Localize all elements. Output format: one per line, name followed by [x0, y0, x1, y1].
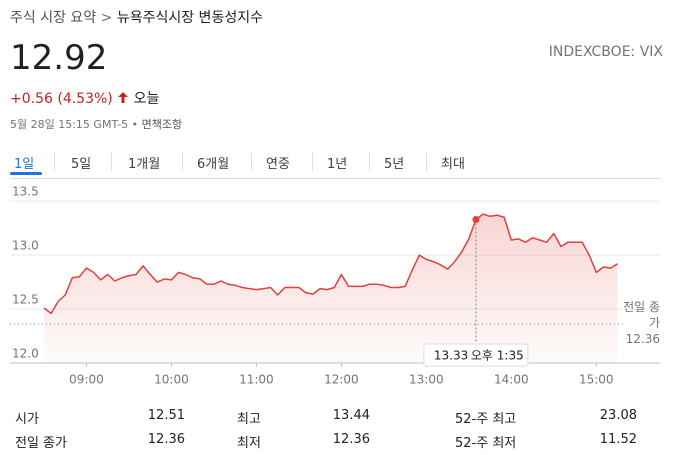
- previous-close-text: 전일 종가: [623, 300, 660, 330]
- x-tick-label: 09:00: [69, 373, 104, 387]
- tab-separator: [251, 153, 252, 171]
- tab-separator: [426, 153, 427, 171]
- change: +0.56 (4.53%): [10, 91, 113, 107]
- line: [43, 213, 618, 315]
- stat-value: 13.44: [332, 408, 370, 423]
- timestamp: 5월 28일 15:15 GMT-5 •: [10, 118, 142, 131]
- y-tick-label: 13.5: [12, 185, 39, 199]
- x-tick-label: 12:00: [324, 373, 359, 387]
- x-tick-label: 15:00: [579, 373, 614, 387]
- range-tab[interactable]: 1일: [14, 157, 35, 172]
- tab-separator: [312, 153, 313, 171]
- stat-label: 시가: [15, 412, 39, 427]
- tab-separator: [182, 153, 183, 171]
- previous-close-value: 12.36: [625, 332, 660, 346]
- y-tick-label: 12.0: [12, 347, 39, 361]
- stat-value: 12.51: [147, 408, 185, 423]
- divider: [10, 178, 660, 179]
- breadcrumb-current: 뉴욕주식시장 변동성지수: [116, 10, 263, 26]
- change-row: +0.56 (4.53%) 오늘: [10, 88, 159, 108]
- hover-point: [472, 216, 480, 224]
- previous-close-label: 전일 종가 12.36: [620, 299, 660, 347]
- timestamp-row: 5월 28일 15:15 GMT-5 • 면책조항: [10, 116, 182, 132]
- tab-underline: [10, 172, 42, 175]
- x-tick-label: 10:00: [154, 373, 189, 387]
- x-tick-label: 14:00: [494, 373, 529, 387]
- breadcrumb-sep: >: [100, 10, 113, 26]
- tab-separator: [369, 153, 370, 171]
- x-tick-label: 13:00: [409, 373, 444, 387]
- stat-value: 11.52: [599, 432, 637, 447]
- stat-value: 12.36: [147, 432, 185, 447]
- breadcrumb-root[interactable]: 주식 시장 요약: [10, 10, 97, 26]
- stat-label: 최저: [237, 436, 261, 451]
- disclaimer-link[interactable]: 면책조항: [141, 118, 183, 131]
- range-tab[interactable]: 6개월: [197, 157, 230, 172]
- range-tab[interactable]: 5년: [384, 157, 405, 172]
- range-tab[interactable]: 1개월: [128, 157, 161, 172]
- y-tick-label: 12.5: [12, 293, 39, 307]
- range-tab[interactable]: 연중: [266, 157, 290, 172]
- breadcrumb: 주식 시장 요약 > 뉴욕주식시장 변동성지수: [10, 7, 263, 27]
- range-tab[interactable]: 5일: [71, 157, 92, 172]
- stat-label: 52-주 최고: [455, 412, 517, 427]
- stat-label: 최고: [237, 412, 261, 427]
- range-tab[interactable]: 1년: [327, 157, 348, 172]
- tab-separator: [54, 153, 55, 171]
- tab-separator: [111, 153, 112, 171]
- period: 오늘: [133, 91, 160, 107]
- ticker: INDEXCBOE: VIX: [548, 44, 663, 60]
- price: 12.92: [10, 38, 108, 78]
- tooltip-box: [423, 343, 529, 367]
- stat-label: 전일 종가: [15, 436, 67, 451]
- stat-value: 23.08: [599, 408, 637, 423]
- stat-label: 52-주 최저: [455, 436, 517, 451]
- range-tab[interactable]: 최대: [441, 157, 465, 172]
- up-arrow: [118, 92, 129, 103]
- stat-value: 12.36: [332, 432, 370, 447]
- x-tick-label: 11:00: [239, 373, 274, 387]
- y-tick-label: 13.0: [12, 239, 39, 253]
- tooltip-value: 13.33: [434, 349, 468, 363]
- tooltip-time: 오후 1:35: [471, 349, 524, 363]
